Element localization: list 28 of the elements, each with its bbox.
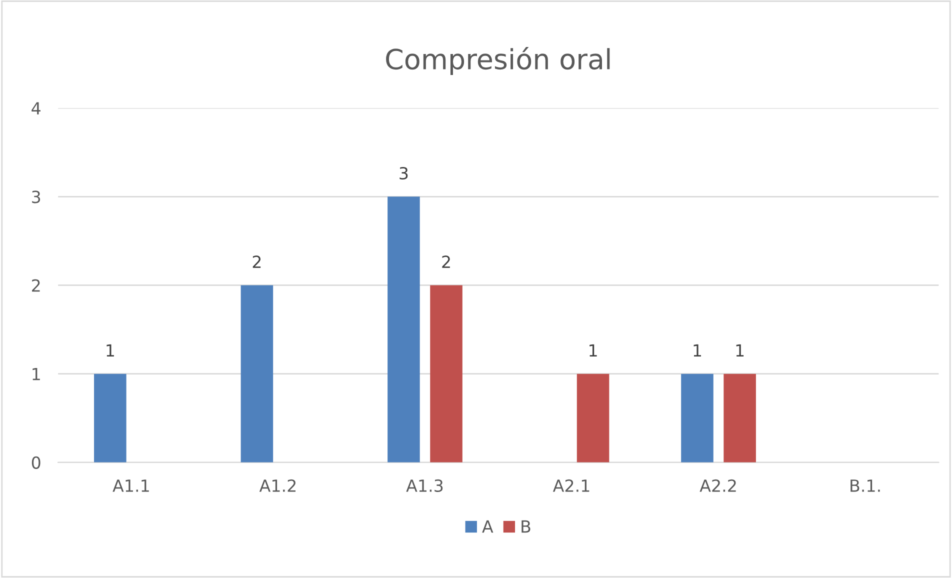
x-tick-label: A1.3 xyxy=(406,479,443,492)
chart-title: Compresión oral xyxy=(386,46,610,75)
legend-label: B xyxy=(522,520,530,533)
data-label: 2 xyxy=(442,256,450,268)
y-tick-label: 4 xyxy=(32,102,40,114)
x-tick-label: A2.2 xyxy=(700,479,736,492)
data-label: 3 xyxy=(400,166,408,180)
data-label: 1 xyxy=(590,344,597,356)
x-tick-label: B.1. xyxy=(850,480,880,492)
x-tick-label: A1.1 xyxy=(112,480,149,492)
bar xyxy=(94,374,126,462)
data-label: 2 xyxy=(252,256,261,268)
y-tick-label: 1 xyxy=(32,368,40,380)
x-tick-label: A1.2 xyxy=(259,479,296,492)
y-tick-label: 3 xyxy=(32,190,40,204)
bar xyxy=(681,374,714,462)
bar xyxy=(430,285,462,462)
y-tick-label: 0 xyxy=(32,456,40,469)
data-label: 1 xyxy=(694,344,702,356)
bar xyxy=(240,285,274,462)
data-label: 1 xyxy=(106,344,114,356)
bar xyxy=(576,374,610,462)
legend-label: A xyxy=(482,520,494,533)
bar xyxy=(388,196,420,462)
bar xyxy=(724,374,756,462)
data-label: 1 xyxy=(736,344,744,356)
y-tick-label: 2 xyxy=(32,279,40,292)
x-tick-label: A2.1 xyxy=(552,479,590,492)
